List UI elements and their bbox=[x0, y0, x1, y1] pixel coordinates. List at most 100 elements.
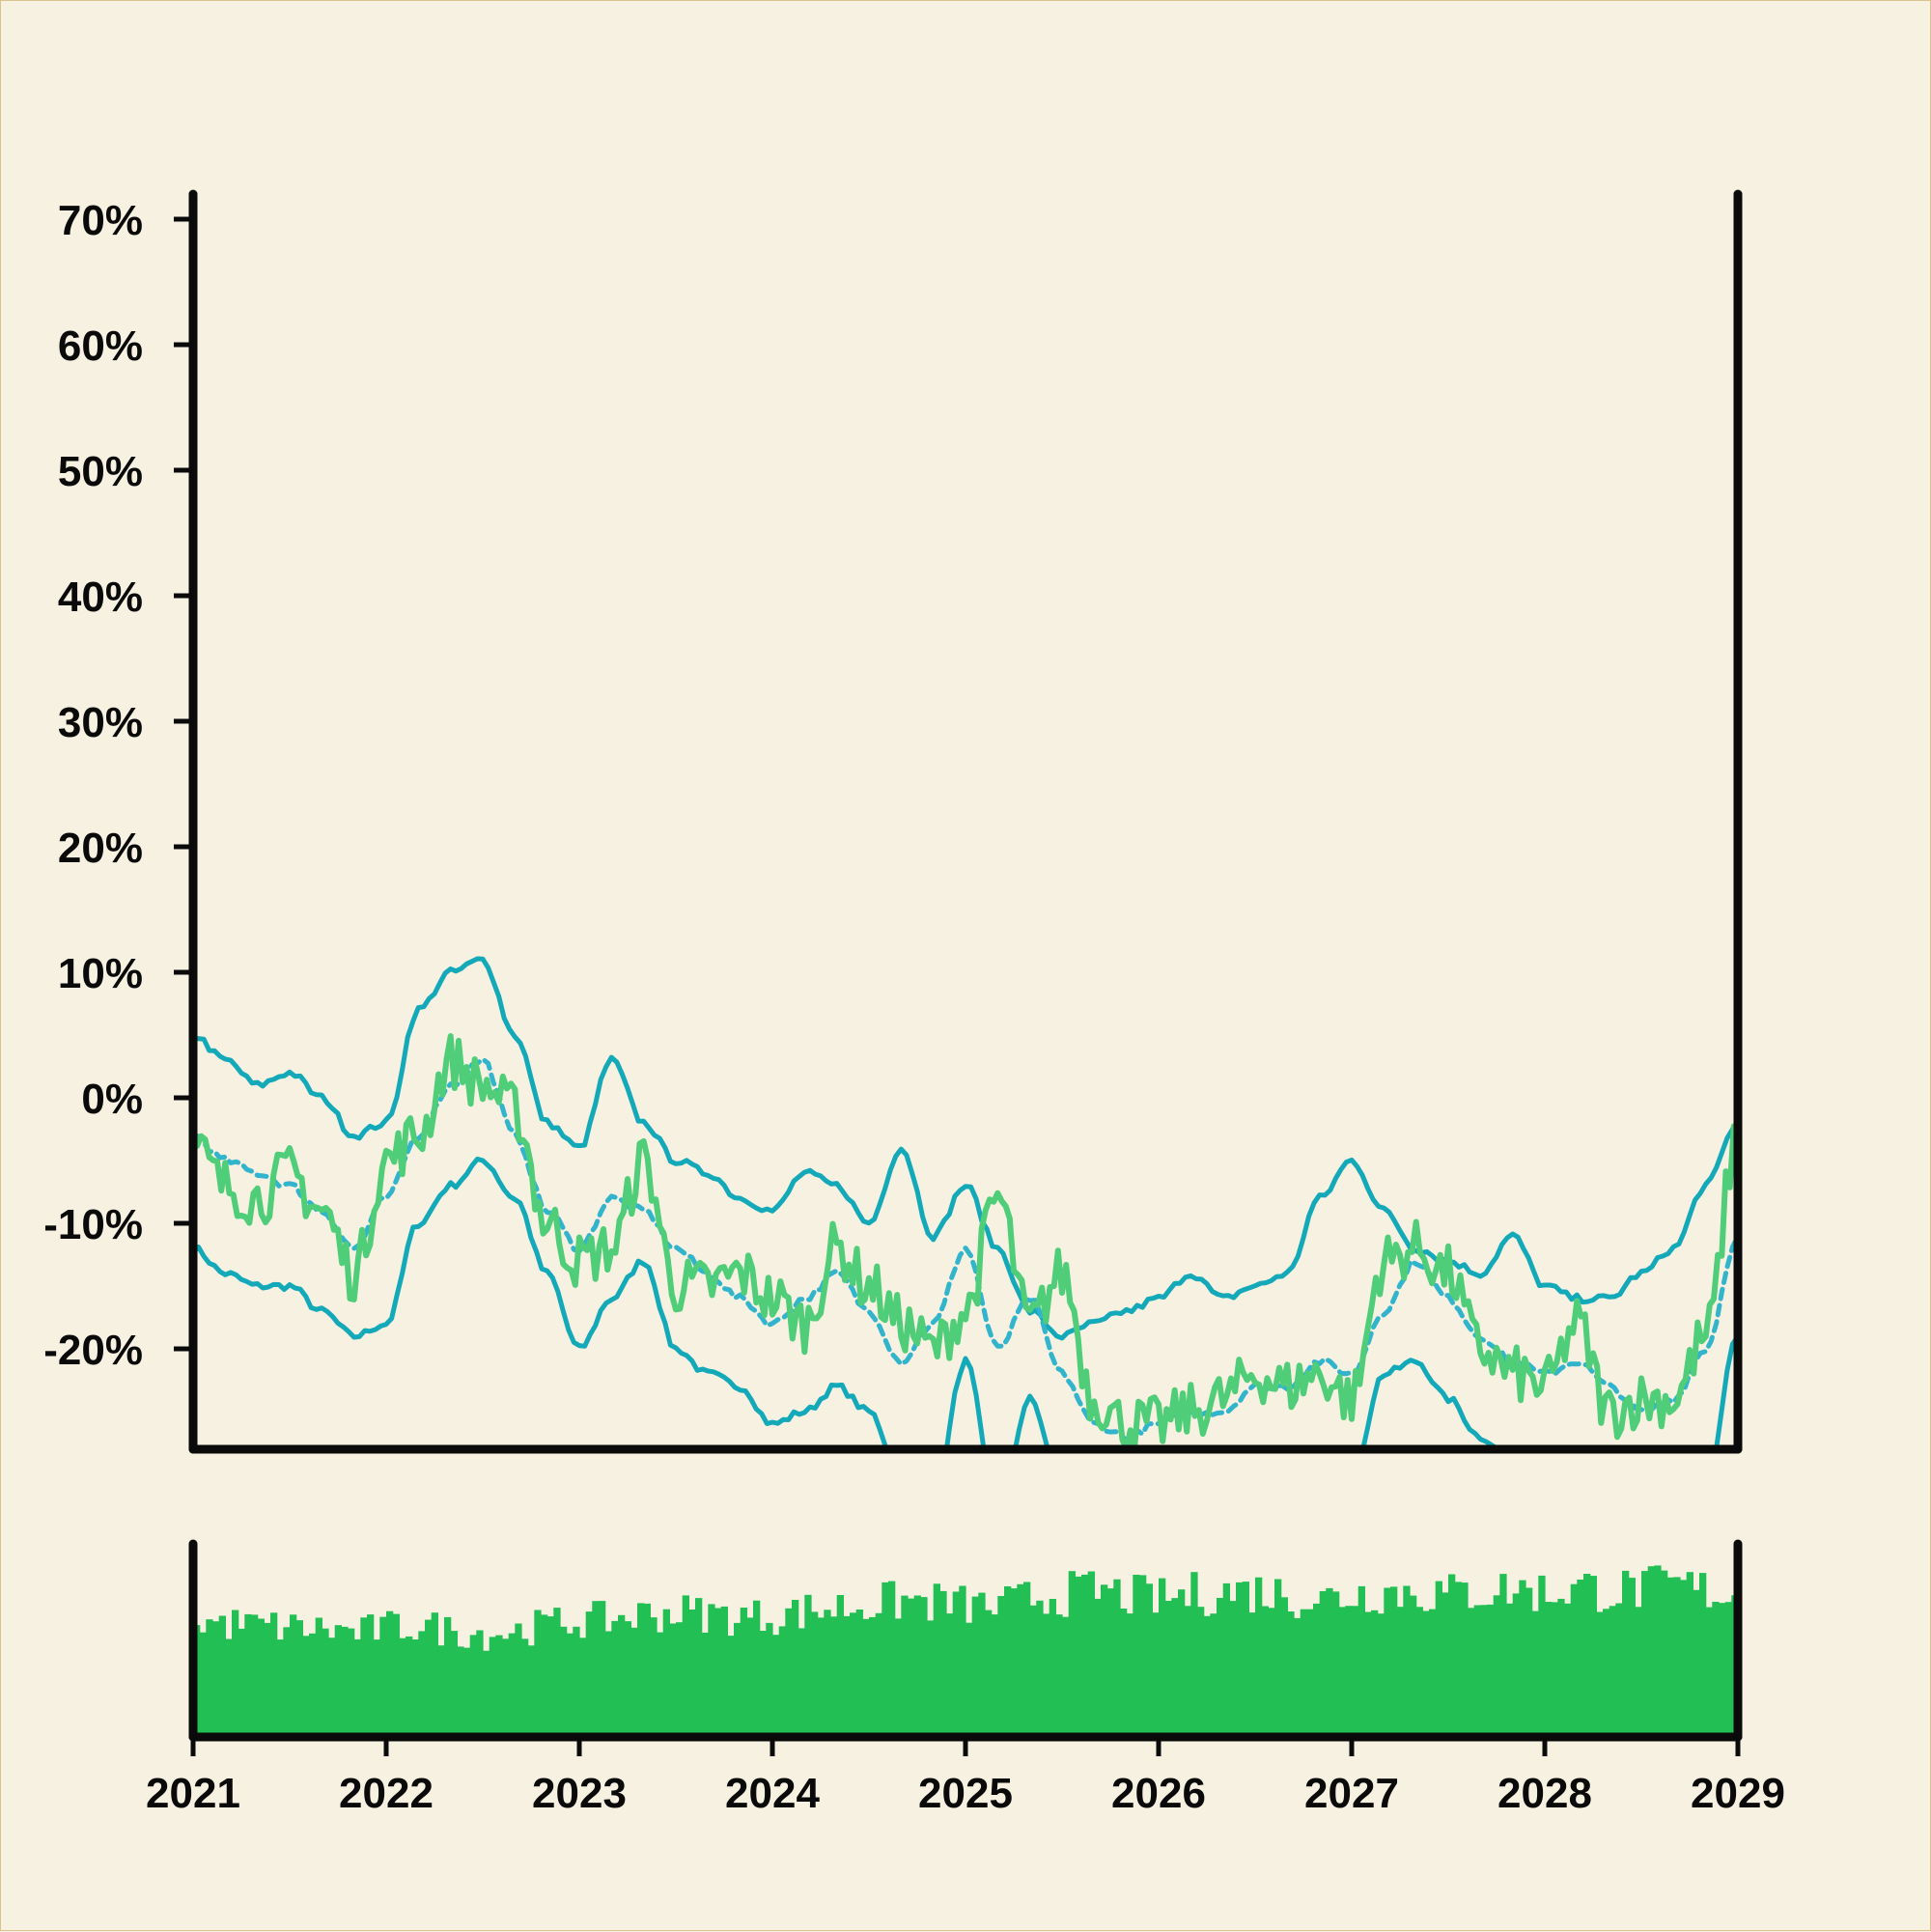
volume-bar bbox=[1499, 1574, 1507, 1737]
volume-bar bbox=[309, 1633, 317, 1737]
volume-bar bbox=[901, 1595, 909, 1737]
volume-bar bbox=[1357, 1585, 1365, 1737]
volume-bar bbox=[1236, 1582, 1244, 1737]
volume-bar bbox=[450, 1631, 458, 1737]
volume-bar bbox=[611, 1620, 619, 1737]
volume-bar bbox=[875, 1612, 882, 1737]
x-tick-label: 2028 bbox=[1497, 1770, 1592, 1817]
volume-bar bbox=[1068, 1571, 1076, 1737]
volume-bar bbox=[753, 1600, 761, 1737]
volume-bar bbox=[218, 1615, 226, 1737]
volume-bar bbox=[1364, 1611, 1372, 1737]
volume-bar bbox=[1525, 1587, 1533, 1737]
volume-bar bbox=[270, 1612, 278, 1737]
volume-bar bbox=[1101, 1584, 1108, 1737]
volume-bar bbox=[1126, 1613, 1133, 1737]
volume-bar bbox=[1454, 1582, 1462, 1737]
volume-bar bbox=[386, 1610, 394, 1737]
volume-bar bbox=[1531, 1610, 1539, 1737]
volume-bar bbox=[1210, 1613, 1217, 1737]
volume-bar bbox=[933, 1583, 940, 1737]
volume-bar bbox=[772, 1635, 780, 1737]
volume-bar bbox=[966, 1622, 973, 1737]
volume-bar bbox=[1178, 1589, 1186, 1737]
volume-bar bbox=[740, 1608, 747, 1737]
volume-bar bbox=[817, 1617, 825, 1737]
x-tick-label: 2024 bbox=[725, 1770, 820, 1817]
volume-bar bbox=[1448, 1574, 1456, 1737]
volume-bar bbox=[830, 1616, 838, 1737]
volume-bar bbox=[1519, 1580, 1526, 1737]
volume-bar bbox=[592, 1601, 600, 1737]
volume-bar bbox=[850, 1612, 857, 1737]
volume-bar bbox=[1139, 1575, 1147, 1737]
volume-bar bbox=[1473, 1605, 1481, 1737]
x-tick-label: 2023 bbox=[532, 1770, 627, 1817]
volume-bar bbox=[560, 1626, 568, 1737]
volume-bar bbox=[418, 1631, 426, 1737]
volume-bar bbox=[1222, 1582, 1230, 1737]
volume-bar bbox=[476, 1630, 484, 1737]
volume-bar bbox=[1635, 1607, 1642, 1737]
volume-bar bbox=[425, 1619, 433, 1737]
volume-bar bbox=[1551, 1602, 1558, 1737]
volume-bar bbox=[515, 1623, 522, 1737]
volume-bar bbox=[392, 1613, 400, 1737]
volume-bar bbox=[1384, 1587, 1391, 1737]
volume-bar bbox=[843, 1615, 851, 1737]
volume-bar bbox=[483, 1650, 490, 1737]
volume-bar bbox=[315, 1617, 322, 1737]
volume-bar bbox=[1133, 1575, 1140, 1737]
volume-bar bbox=[1268, 1608, 1275, 1737]
volume-bar bbox=[662, 1609, 670, 1737]
volume-bar bbox=[238, 1628, 245, 1737]
volume-bar bbox=[792, 1600, 799, 1737]
volume-bar bbox=[1615, 1603, 1623, 1737]
volume-bar bbox=[985, 1610, 993, 1737]
volume-bar bbox=[1145, 1583, 1153, 1737]
volume-bar bbox=[1287, 1611, 1295, 1737]
volume-bar bbox=[431, 1612, 438, 1737]
volume-bar bbox=[1371, 1610, 1379, 1737]
y-tick-label: 30% bbox=[58, 699, 143, 746]
volume-bar bbox=[888, 1581, 896, 1737]
volume-bar bbox=[927, 1620, 935, 1737]
volume-bar bbox=[1622, 1570, 1630, 1737]
volume-bar bbox=[1345, 1606, 1353, 1737]
volume-bar bbox=[1493, 1595, 1500, 1737]
volume-bar bbox=[734, 1622, 742, 1737]
volume-bar bbox=[1300, 1609, 1307, 1737]
x-tick-label: 2025 bbox=[918, 1770, 1013, 1817]
volume-bar bbox=[1049, 1599, 1056, 1737]
volume-bar bbox=[1628, 1578, 1636, 1737]
volume-bar bbox=[1087, 1571, 1095, 1737]
volume-bar bbox=[546, 1616, 554, 1737]
y-tick-label: 40% bbox=[58, 574, 143, 621]
volume-bar bbox=[978, 1592, 986, 1737]
volume-bar bbox=[1583, 1574, 1591, 1737]
volume-bar bbox=[1004, 1586, 1012, 1737]
volume-bar bbox=[1435, 1581, 1442, 1737]
volume-bar bbox=[811, 1611, 819, 1737]
y-tick-label: -20% bbox=[43, 1327, 143, 1374]
volume-bar bbox=[257, 1618, 265, 1737]
volume-bar bbox=[676, 1622, 684, 1737]
volume-bar bbox=[1468, 1608, 1475, 1737]
volume-bar bbox=[766, 1622, 773, 1737]
volume-bar bbox=[599, 1601, 606, 1737]
volume-bar bbox=[1410, 1595, 1417, 1737]
volume-bar bbox=[295, 1620, 303, 1737]
volume-bar bbox=[1673, 1577, 1681, 1737]
volume-bar bbox=[1654, 1565, 1662, 1737]
volume-bar bbox=[469, 1635, 477, 1737]
volume-bar bbox=[971, 1596, 979, 1737]
volume-bar bbox=[714, 1608, 722, 1737]
volume-bar bbox=[244, 1613, 252, 1737]
volume-bar bbox=[836, 1595, 844, 1737]
volume-bar bbox=[720, 1606, 728, 1737]
volume-bar bbox=[1274, 1579, 1282, 1737]
volume-bar bbox=[785, 1608, 793, 1737]
volume-bar bbox=[946, 1613, 954, 1737]
volume-bar bbox=[1043, 1613, 1050, 1737]
